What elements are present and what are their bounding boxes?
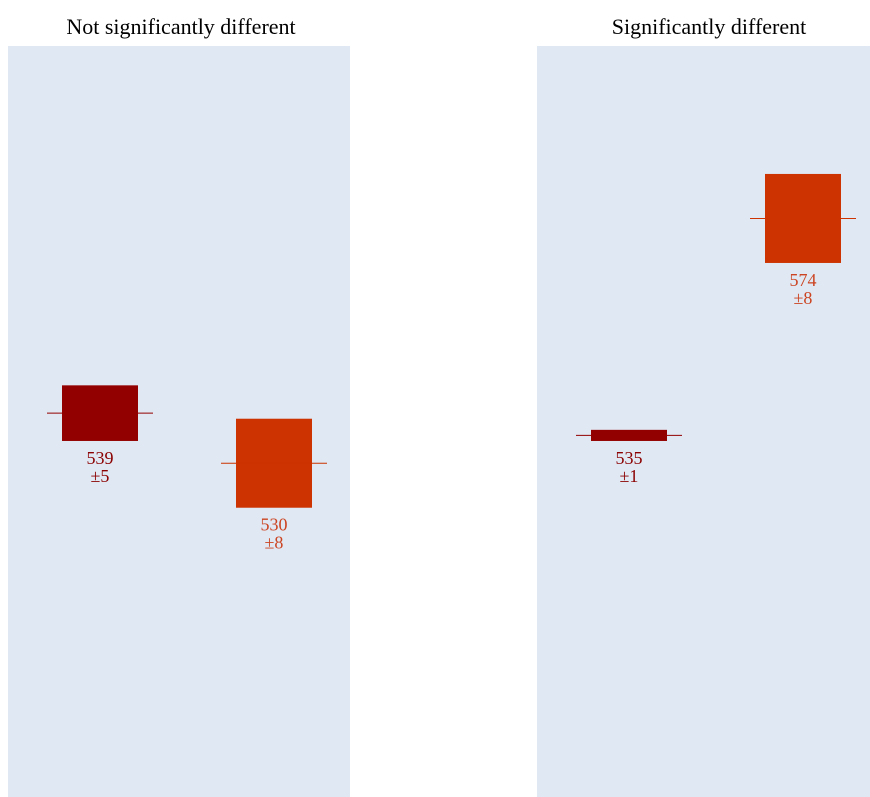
panel-2: Significantly different 535±1 574±8 bbox=[537, 14, 870, 797]
panel-1: Not significantly different 539±5 530±8 bbox=[8, 14, 350, 797]
panel-title: Significantly different bbox=[612, 14, 807, 39]
error-label: ±5 bbox=[91, 466, 110, 486]
panel-title: Not significantly different bbox=[66, 14, 295, 39]
mean-label: 539 bbox=[87, 448, 114, 468]
error-label: ±1 bbox=[620, 466, 639, 486]
mean-label: 574 bbox=[790, 270, 817, 290]
error-label: ±8 bbox=[265, 533, 284, 553]
mean-label: 530 bbox=[261, 515, 288, 535]
mean-label: 535 bbox=[616, 448, 643, 468]
panel-background bbox=[537, 46, 870, 797]
error-label: ±8 bbox=[794, 288, 813, 308]
